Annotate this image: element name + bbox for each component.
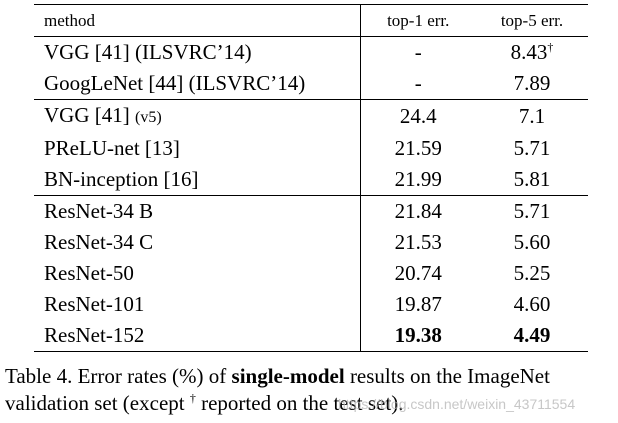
top1-cell: 19.87 bbox=[394, 292, 442, 316]
method-cell: PReLU-net [13] bbox=[34, 133, 361, 164]
top5-value: 8.43 bbox=[510, 40, 548, 64]
table-header-row: method top-1 err. top-5 err. bbox=[34, 4, 588, 37]
table-row: VGG [41] (ILSVRC’14) - 8.43† bbox=[34, 36, 588, 69]
top5-cell-best: 4.49 bbox=[513, 323, 551, 347]
table-row: GoogLeNet [44] (ILSVRC’14) - 7.89 bbox=[34, 68, 588, 100]
method-name: VGG [41] bbox=[44, 103, 130, 127]
header-top1-err: top-1 err. bbox=[387, 11, 450, 30]
caption-part1: Table 4. Error rates (%) of bbox=[5, 364, 232, 388]
caption-part2: results on the ImageNet validation set (… bbox=[5, 364, 550, 415]
table-group-resnets: ResNet-34 B 21.84 5.71 ResNet-34 C 21.53… bbox=[34, 195, 588, 352]
header-method: method bbox=[34, 4, 361, 37]
top5-cell: 5.81 bbox=[513, 167, 551, 191]
watermark: https://blog.csdn.net/weixin_43711554 bbox=[338, 396, 576, 412]
method-cell: ResNet-50 bbox=[34, 258, 361, 289]
top1-cell: 24.4 bbox=[399, 104, 437, 128]
caption-bold: single-model bbox=[231, 364, 345, 388]
top5-cell: 5.71 bbox=[513, 136, 551, 160]
method-cell: ResNet-152 bbox=[34, 320, 361, 352]
top5-cell: 5.25 bbox=[513, 261, 551, 285]
table-row: ResNet-34 C 21.53 5.60 bbox=[34, 227, 588, 258]
top1-cell: 21.99 bbox=[394, 167, 442, 191]
method-cell: VGG [41] (v5) bbox=[34, 99, 361, 133]
top5-cell: 5.71 bbox=[513, 199, 551, 223]
top1-cell: 21.84 bbox=[394, 199, 442, 223]
table-row: ResNet-101 19.87 4.60 bbox=[34, 289, 588, 320]
caption-dagger-mark: † bbox=[189, 391, 196, 405]
method-cell: GoogLeNet [44] (ILSVRC’14) bbox=[34, 68, 361, 100]
method-cell: VGG [41] (ILSVRC’14) bbox=[34, 36, 361, 68]
top5-cell: 4.60 bbox=[513, 292, 551, 316]
table-row: BN-inception [16] 21.99 5.81 bbox=[34, 164, 588, 196]
caption-part3: reported on the test set). bbox=[195, 391, 404, 415]
top5-cell: 5.60 bbox=[513, 230, 551, 254]
top1-cell: - bbox=[414, 40, 422, 64]
table-row: ResNet-50 20.74 5.25 bbox=[34, 258, 588, 289]
top5-cell: 7.1 bbox=[518, 104, 546, 128]
method-cell: BN-inception [16] bbox=[34, 164, 361, 196]
top5-cell: 8.43† bbox=[476, 37, 588, 69]
top1-cell-best: 19.38 bbox=[394, 323, 442, 347]
top5-cell: 7.89 bbox=[513, 71, 551, 95]
table-group-prior-ensembles: VGG [41] (ILSVRC’14) - 8.43† GoogLeNet [… bbox=[34, 36, 588, 100]
method-cell: ResNet-101 bbox=[34, 289, 361, 320]
table-group-single-models: VGG [41] (v5) 24.4 7.1 PReLU-net [13] 21… bbox=[34, 99, 588, 196]
method-suffix: (v5) bbox=[134, 109, 162, 126]
header-top5-err: top-5 err. bbox=[500, 11, 564, 30]
table-row: PReLU-net [13] 21.59 5.71 bbox=[34, 133, 588, 164]
top1-cell: 20.74 bbox=[394, 261, 442, 285]
method-cell: ResNet-34 C bbox=[34, 227, 361, 258]
table-row: ResNet-152 19.38 4.49 bbox=[34, 320, 588, 352]
table-row: ResNet-34 B 21.84 5.71 bbox=[34, 195, 588, 227]
top1-cell: 21.59 bbox=[394, 136, 442, 160]
top1-cell: 21.53 bbox=[394, 230, 442, 254]
results-table-container: method top-1 err. top-5 err. VGG [41] (I… bbox=[34, 4, 588, 352]
dagger-mark: † bbox=[547, 40, 554, 54]
error-rates-table: method top-1 err. top-5 err. VGG [41] (I… bbox=[34, 4, 588, 352]
method-cell: ResNet-34 B bbox=[34, 195, 361, 227]
table-caption: Table 4. Error rates (%) of single-model… bbox=[5, 363, 613, 417]
top1-cell: - bbox=[414, 71, 422, 95]
table-row: VGG [41] (v5) 24.4 7.1 bbox=[34, 99, 588, 133]
